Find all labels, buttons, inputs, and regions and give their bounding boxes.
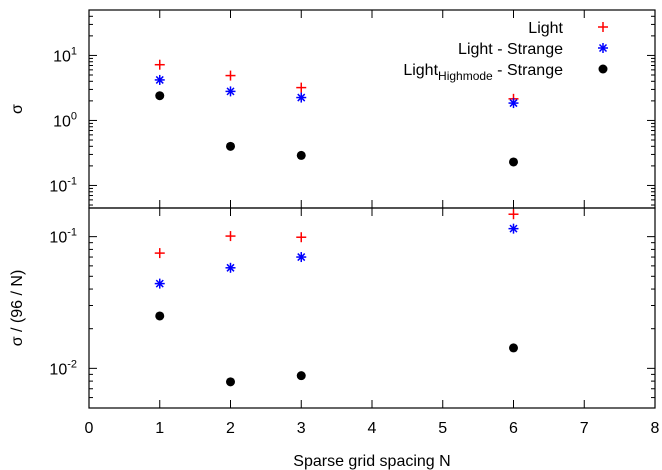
data-point xyxy=(154,278,165,289)
data-point xyxy=(154,248,165,259)
series-2 xyxy=(155,311,518,387)
series-1 xyxy=(154,74,519,109)
data-point-d2 xyxy=(509,99,518,108)
data-point xyxy=(508,209,519,220)
y-tick-label: 10-2 xyxy=(49,358,77,378)
series-1 xyxy=(154,223,519,289)
legend-marker-d2 xyxy=(598,43,608,53)
data-point-d2 xyxy=(226,87,235,96)
data-point xyxy=(154,74,165,85)
data-point xyxy=(296,92,307,103)
x-tick-label: 0 xyxy=(85,420,94,437)
data-point-dot xyxy=(226,377,235,387)
data-point xyxy=(226,141,235,151)
series-2 xyxy=(155,91,518,167)
x-tick-label: 6 xyxy=(509,420,518,437)
x-tick-label: 5 xyxy=(438,420,447,437)
y-tick-label: 10-1 xyxy=(49,227,77,247)
legend-marker xyxy=(598,43,608,53)
x-tick-label: 2 xyxy=(226,420,235,437)
data-point-d2 xyxy=(509,224,518,233)
data-point-d2 xyxy=(155,279,164,288)
legend-label: Light - Strange xyxy=(458,41,563,58)
data-point xyxy=(225,262,236,273)
legend-entry: Light - Strange xyxy=(458,41,608,58)
data-point xyxy=(225,70,236,81)
data-point xyxy=(226,377,235,387)
data-point-d2 xyxy=(297,93,306,102)
data-point xyxy=(508,223,519,234)
x-tick-label: 8 xyxy=(651,420,660,437)
data-point-dot xyxy=(155,311,165,321)
legend-label: LightHighmode - Strange xyxy=(403,62,563,83)
y-tick-label: 101 xyxy=(53,45,77,65)
data-point-dot xyxy=(296,371,306,381)
data-point xyxy=(509,157,518,167)
data-point-d2 xyxy=(226,263,235,272)
data-point xyxy=(296,252,307,263)
x-tick-label: 4 xyxy=(368,420,377,437)
legend-entry: LightHighmode - Strange xyxy=(403,62,608,83)
data-point-d2 xyxy=(155,75,164,84)
data-point-d2 xyxy=(297,253,306,262)
data-point xyxy=(155,311,165,321)
x-tick-label: 3 xyxy=(297,420,306,437)
data-point xyxy=(154,59,165,70)
data-point-dot xyxy=(296,150,306,160)
data-point-dot xyxy=(509,157,518,167)
y-tick-label: 100 xyxy=(53,110,77,130)
chart-panel-top: 10-1 100 101 σ Light Light - Strange LightHigh… xyxy=(9,9,656,209)
legend-marker xyxy=(598,22,608,32)
chart-panel-bottom: 0 1 2 3 4 5 6 7 8 10-2 10-1 σ / (96 / N) Sparse grid… xyxy=(9,207,660,470)
data-point-dot xyxy=(509,343,518,353)
x-axis-label: Sparse grid spacing N xyxy=(293,453,450,470)
legend-marker-dot xyxy=(598,64,608,74)
data-point-dot xyxy=(226,141,235,151)
data-point xyxy=(225,86,236,97)
data-point xyxy=(509,343,518,353)
legend-marker xyxy=(598,64,608,74)
series-0 xyxy=(154,209,519,259)
legend-entry: Light xyxy=(528,20,608,37)
data-point xyxy=(296,371,306,381)
legend-label: Light xyxy=(528,20,563,37)
y-axis-label: σ xyxy=(9,104,26,114)
x-tick-label: 1 xyxy=(155,420,164,437)
x-tick-label: 7 xyxy=(580,420,589,437)
y-tick-label: 10-1 xyxy=(49,175,77,195)
data-point xyxy=(155,91,165,101)
data-point xyxy=(296,82,307,93)
data-point xyxy=(225,231,236,242)
y-axis-label: σ / (96 / N) xyxy=(9,270,26,347)
data-point xyxy=(296,150,306,160)
data-point xyxy=(508,98,519,109)
data-point-dot xyxy=(155,91,165,101)
legend: Light Light - Strange LightHighmode - Stra… xyxy=(403,20,608,83)
data-point xyxy=(296,232,307,243)
